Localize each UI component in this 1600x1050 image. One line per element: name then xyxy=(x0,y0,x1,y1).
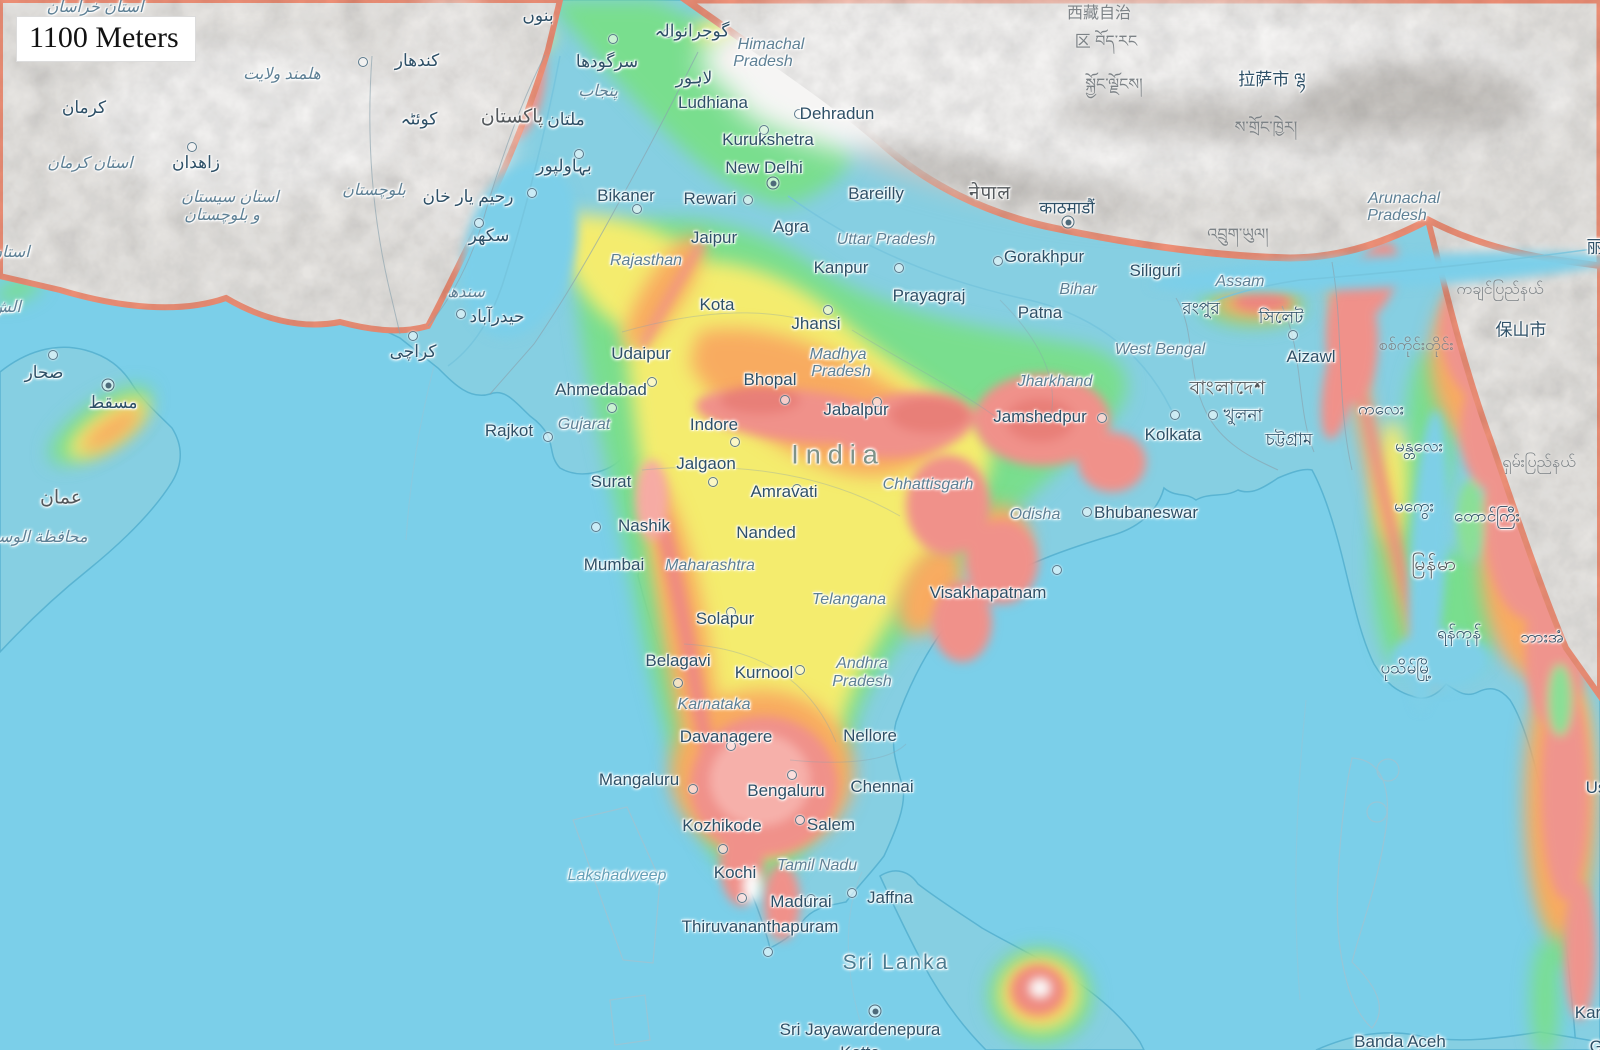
city-marker xyxy=(456,309,466,319)
city-marker xyxy=(780,395,790,405)
city-marker xyxy=(872,397,882,407)
city-marker xyxy=(408,331,418,341)
city-marker xyxy=(48,350,58,360)
city-marker xyxy=(726,741,736,751)
city-marker xyxy=(358,57,368,67)
city-marker xyxy=(688,784,698,794)
city-marker xyxy=(187,142,197,152)
city-marker xyxy=(1170,410,1180,420)
city-marker xyxy=(787,770,797,780)
city-marker xyxy=(1208,410,1218,420)
city-marker xyxy=(718,844,728,854)
city-marker xyxy=(1097,413,1107,423)
city-marker xyxy=(543,432,553,442)
city-marker xyxy=(673,678,683,688)
elevation-value: 1100 Meters xyxy=(29,21,179,54)
city-marker xyxy=(806,894,816,904)
city-marker xyxy=(743,195,753,205)
city-marker xyxy=(574,149,584,159)
city-marker xyxy=(527,188,537,198)
sumatra-coast xyxy=(1315,1031,1600,1050)
city-marker xyxy=(894,263,904,273)
city-marker xyxy=(1082,507,1092,517)
city-marker xyxy=(632,204,642,214)
city-marker xyxy=(565,115,575,125)
capital-marker xyxy=(1061,215,1075,229)
island-boundaries xyxy=(405,365,1400,1050)
city-marker xyxy=(795,665,805,675)
mountain-gray-zone xyxy=(0,0,1600,702)
city-marker xyxy=(663,28,673,38)
city-marker xyxy=(647,377,657,387)
rivers xyxy=(447,55,1600,421)
city-marker xyxy=(847,888,857,898)
city-marker xyxy=(993,256,1003,266)
city-marker xyxy=(795,815,805,825)
elevation-readout: 1100 Meters xyxy=(17,17,195,61)
city-marker xyxy=(763,947,773,957)
city-marker xyxy=(591,522,601,532)
capital-marker xyxy=(868,1004,882,1018)
city-marker xyxy=(607,403,617,413)
city-marker xyxy=(708,477,718,487)
capital-marker xyxy=(766,176,780,190)
city-marker xyxy=(1052,565,1062,575)
city-marker xyxy=(730,437,740,447)
capital-marker xyxy=(101,378,115,392)
city-marker xyxy=(823,305,833,315)
admin-borders xyxy=(369,51,1353,763)
city-marker xyxy=(759,125,769,135)
city-marker xyxy=(737,893,747,903)
city-marker xyxy=(474,218,484,228)
city-marker xyxy=(852,191,862,201)
city-marker xyxy=(792,484,802,494)
city-marker xyxy=(726,607,736,617)
city-marker xyxy=(794,109,804,119)
city-marker xyxy=(1288,330,1298,340)
city-marker xyxy=(608,34,618,44)
